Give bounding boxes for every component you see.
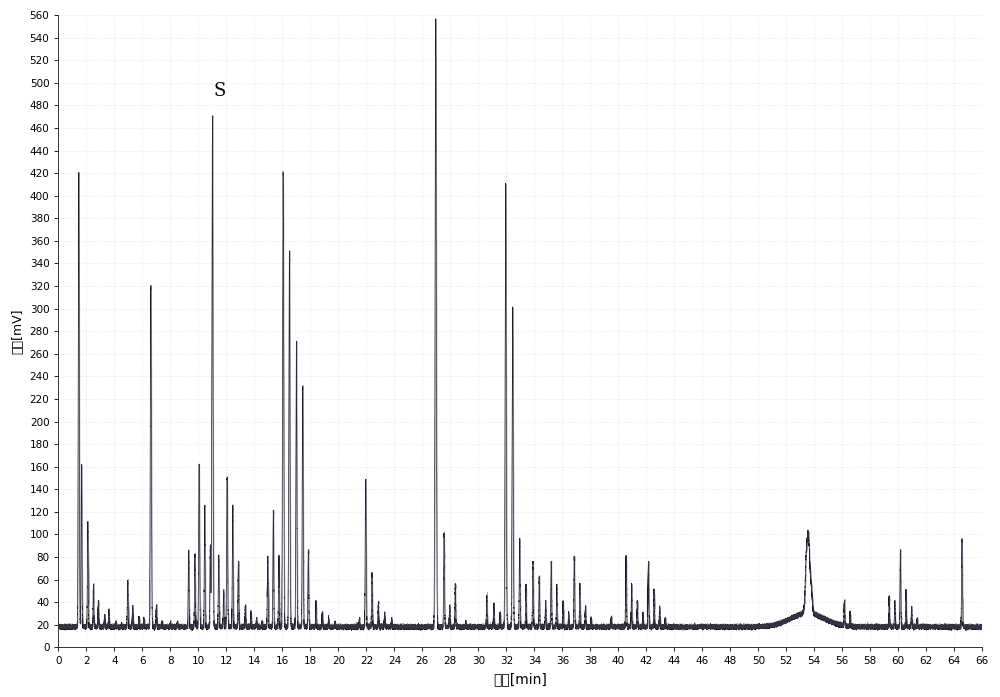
Y-axis label: 信号[mV]: 信号[mV] <box>11 309 24 354</box>
X-axis label: 时间[min]: 时间[min] <box>493 672 547 686</box>
Text: S: S <box>213 82 226 100</box>
